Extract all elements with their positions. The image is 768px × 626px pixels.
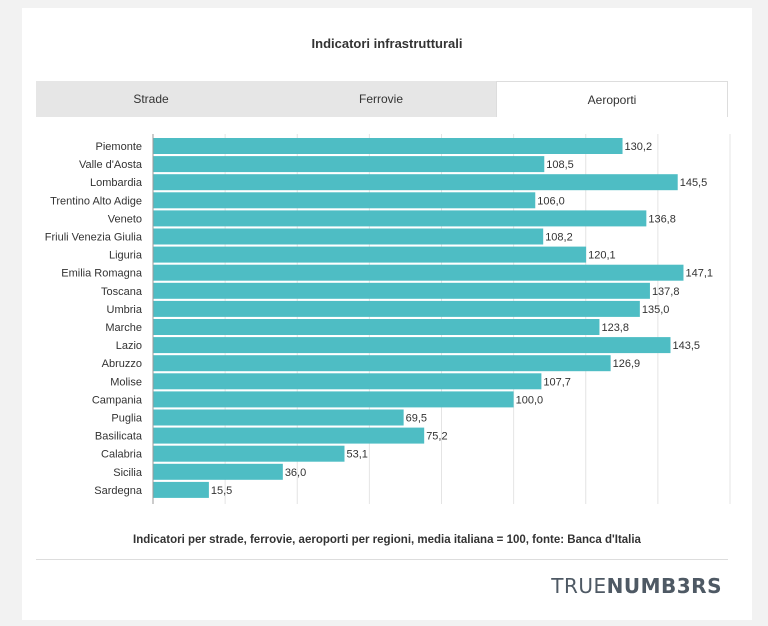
value-label: 75,2 xyxy=(426,431,447,443)
tab-bar: Strade Ferrovie Aeroporti xyxy=(36,81,728,117)
value-label: 100,0 xyxy=(516,394,544,406)
chart-caption: Indicatori per strade, ferrovie, aeropor… xyxy=(133,534,641,546)
category-label: Lombardia xyxy=(90,177,143,189)
bar[interactable] xyxy=(153,138,623,154)
value-label: 69,5 xyxy=(406,413,427,425)
category-label: Marche xyxy=(105,322,142,334)
category-label: Calabria xyxy=(101,449,143,461)
bar[interactable] xyxy=(153,228,544,245)
bar[interactable] xyxy=(153,427,425,444)
logo-part-numbers: NUMB3RS xyxy=(606,574,722,598)
value-label: 108,5 xyxy=(546,159,574,171)
tab-strade[interactable]: Strade xyxy=(133,92,169,106)
value-label: 53,1 xyxy=(346,449,367,461)
chart-card: Indicatori infrastrutturali Strade Ferro… xyxy=(22,8,752,620)
bar[interactable] xyxy=(153,355,611,372)
category-label: Molise xyxy=(110,376,142,388)
value-label: 108,2 xyxy=(545,232,573,244)
value-label: 36,0 xyxy=(285,467,306,479)
value-label: 137,8 xyxy=(652,286,680,298)
value-label: 130,2 xyxy=(625,141,653,153)
bar[interactable] xyxy=(153,391,514,408)
chart-title: Indicatori infrastrutturali xyxy=(311,36,463,51)
bar[interactable] xyxy=(153,282,650,299)
truenumbers-logo[interactable]: TRUENUMB3RS xyxy=(551,574,722,598)
value-label: 126,9 xyxy=(613,358,641,370)
bar[interactable] xyxy=(153,156,545,173)
bar-chart: Piemonte 130,2 Valle d'Aosta 108,5 Lombardia… xyxy=(45,134,731,504)
value-label: 136,8 xyxy=(648,213,676,225)
category-label: Campania xyxy=(92,394,143,406)
category-label: Friuli Venezia Giulia xyxy=(45,232,143,244)
value-label: 15,5 xyxy=(211,485,232,497)
category-label: Abruzzo xyxy=(102,358,142,370)
tab-ferrovie[interactable]: Ferrovie xyxy=(358,92,403,106)
bar[interactable] xyxy=(153,373,542,390)
tab-aeroporti[interactable]: Aeroporti xyxy=(496,81,728,117)
value-label: 120,1 xyxy=(588,250,616,262)
category-label: Puglia xyxy=(111,413,142,425)
bar[interactable] xyxy=(153,319,600,335)
bar[interactable] xyxy=(153,192,536,209)
category-label: Trentino Alto Adige xyxy=(50,195,142,207)
bar[interactable] xyxy=(153,445,345,462)
category-label: Emilia Romagna xyxy=(61,268,143,280)
bar[interactable] xyxy=(153,210,647,227)
category-label: Valle d'Aosta xyxy=(79,159,143,171)
value-label: 143,5 xyxy=(672,340,700,352)
category-label: Toscana xyxy=(101,286,143,298)
value-label: 147,1 xyxy=(685,268,713,280)
bar[interactable] xyxy=(153,463,283,480)
bar[interactable] xyxy=(153,246,587,263)
value-label: 106,0 xyxy=(537,195,565,207)
category-label: Veneto xyxy=(108,213,142,225)
category-label: Lazio xyxy=(116,340,142,352)
category-label: Liguria xyxy=(109,250,143,262)
divider xyxy=(36,559,728,560)
category-label: Sicilia xyxy=(113,467,143,479)
category-label: Piemonte xyxy=(96,141,142,153)
bar[interactable] xyxy=(153,264,684,281)
bar[interactable] xyxy=(153,300,640,317)
value-label: 107,7 xyxy=(543,376,571,388)
bar[interactable] xyxy=(153,481,209,498)
value-label: 135,0 xyxy=(642,304,670,316)
value-label: 123,8 xyxy=(601,322,629,334)
bar[interactable] xyxy=(153,174,678,191)
category-label: Umbria xyxy=(107,304,143,316)
category-label: Basilicata xyxy=(95,431,143,443)
bar[interactable] xyxy=(153,337,671,354)
value-label: 145,5 xyxy=(680,177,708,189)
logo-part-true: TRUE xyxy=(551,574,607,598)
bar[interactable] xyxy=(153,409,404,426)
category-label: Sardegna xyxy=(94,485,143,497)
